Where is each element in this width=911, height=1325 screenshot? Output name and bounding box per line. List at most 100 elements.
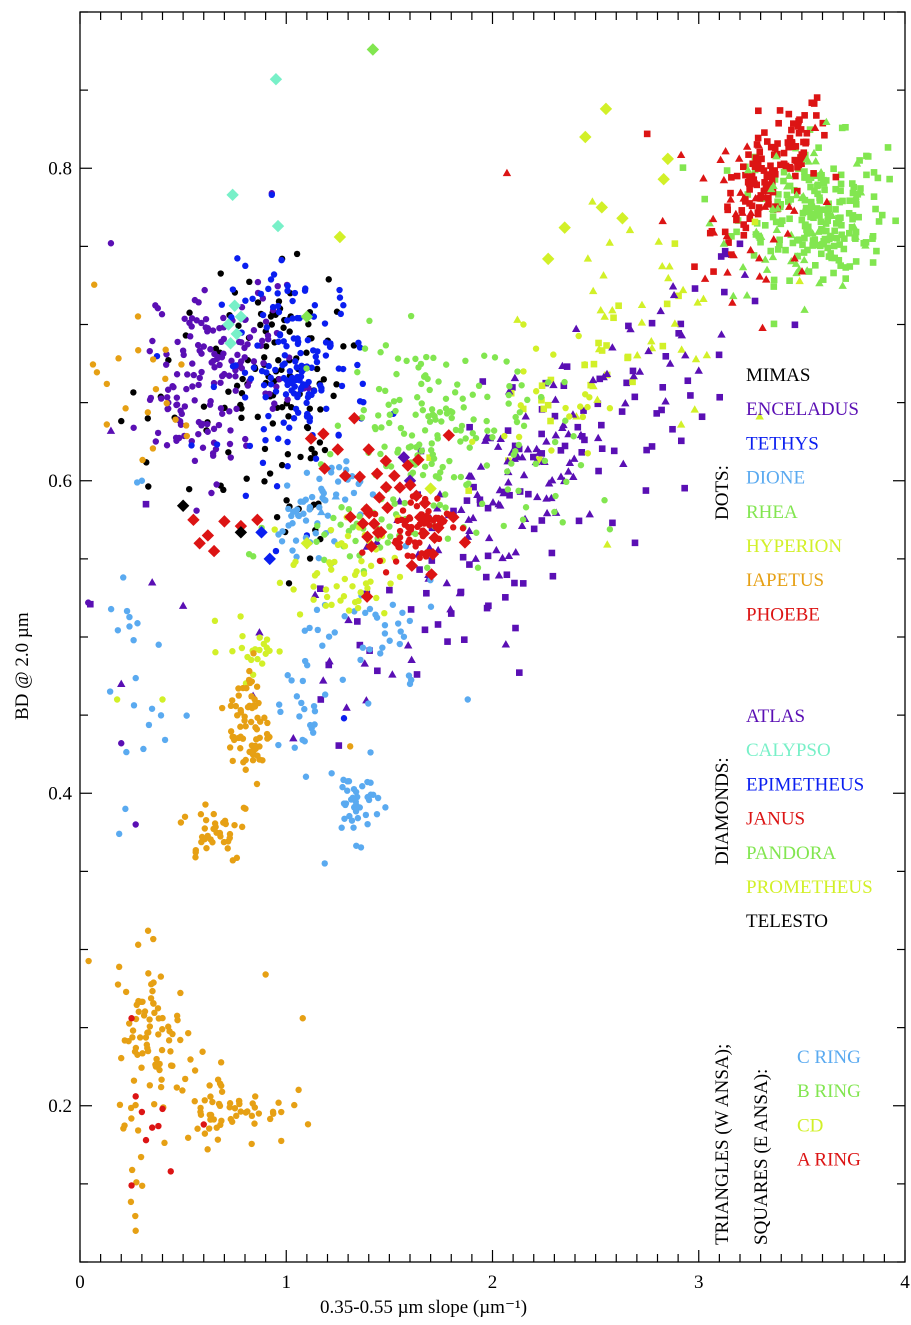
mimas-dot (285, 413, 292, 420)
tethys-dot (318, 384, 325, 392)
rhea-dot (505, 391, 513, 399)
iapetus-dot (179, 1087, 186, 1094)
dione-dot (365, 700, 372, 707)
iapetus-dot (254, 714, 261, 721)
ring-triangle (495, 485, 505, 494)
ring-square (757, 192, 765, 199)
rhea-dot (442, 395, 450, 402)
ring-square (804, 246, 811, 254)
hyperion-dot (584, 450, 592, 457)
rhea-dot (515, 441, 522, 449)
a-ring-triangle (746, 208, 756, 217)
ring-square (623, 379, 630, 387)
ring-triangle (717, 330, 726, 338)
janus-diamond (193, 537, 206, 550)
rhea-dot (436, 501, 444, 509)
dione-dot (348, 473, 356, 480)
ring-triangle (289, 733, 298, 742)
rhea-dot (382, 342, 390, 349)
rhea-dot (427, 446, 435, 454)
rhea-dot (400, 430, 408, 437)
iapetus-dot (291, 1101, 298, 1109)
dione-dot (138, 477, 146, 484)
rhea-dot (424, 375, 431, 383)
tethys-dot (257, 290, 265, 298)
ring-square (421, 626, 429, 634)
legend-heading: SQUARES (E ANSA): (751, 1069, 772, 1245)
ring-square (838, 221, 845, 229)
enceladus-dot (173, 401, 181, 408)
iapetus-dot (139, 998, 146, 1005)
janus-diamond (435, 514, 449, 528)
rhea-dot (412, 355, 419, 363)
ring-square (506, 491, 513, 499)
rhea-dot (563, 478, 570, 486)
ring-square (615, 302, 622, 310)
enceladus-dot (226, 440, 234, 448)
hyperion-dot (337, 597, 344, 604)
iapetus-dot (149, 445, 157, 452)
legend-item-c-ring: C RING (797, 1047, 861, 1068)
rhea-dot (391, 500, 398, 507)
rhea-dot (387, 463, 395, 470)
ring-square (848, 180, 856, 187)
rhea-dot (334, 422, 342, 429)
janus-diamond (318, 462, 331, 475)
iapetus-dot (202, 801, 209, 808)
iapetus-dot (192, 854, 199, 861)
ring-square (813, 94, 821, 101)
enceladus-dot (264, 332, 272, 339)
phoebe-dot (407, 499, 414, 506)
ring-square (590, 360, 598, 368)
rhea-dot (345, 505, 353, 513)
iapetus-dot (201, 825, 208, 832)
hyperion-dot (532, 345, 540, 352)
ring-square (786, 277, 793, 284)
rhea-dot (454, 381, 461, 388)
legend-heading: TRIANGLES (W ANSA); (712, 1044, 733, 1245)
janus-diamond (360, 590, 374, 603)
iapetus-dot (214, 1136, 222, 1143)
ring-triangle (325, 657, 334, 665)
ring-square (764, 172, 772, 180)
hyperion-dot (254, 655, 261, 663)
ring-square (710, 268, 717, 275)
ring-square (740, 221, 747, 228)
enceladus-dot (190, 371, 197, 379)
rhea-dot (518, 382, 525, 389)
dione-dot (318, 485, 325, 493)
iapetus-dot (209, 839, 216, 846)
phoebe-dot (430, 517, 437, 524)
rhea-dot (361, 345, 369, 352)
iapetus-dot (229, 733, 236, 741)
tethys-dot (254, 342, 261, 349)
ring-triangle (446, 605, 455, 613)
hyperion-dot (237, 613, 244, 620)
enceladus-dot (179, 347, 187, 354)
ring-square (841, 235, 848, 242)
ring-triangle (473, 490, 482, 499)
tethys-dot (338, 382, 346, 390)
enceladus-dot (232, 387, 239, 394)
ring-triangle (457, 505, 466, 513)
hyperion-dot (387, 580, 394, 587)
rhea-dot (337, 521, 344, 528)
ring-square (482, 573, 490, 581)
x-tick-label: 4 (900, 1272, 910, 1293)
ring-square (753, 141, 761, 148)
rhea-dot (392, 407, 399, 415)
dione-dot (406, 617, 414, 625)
tethys-dot (262, 393, 269, 401)
ring-square (740, 232, 748, 239)
ring-square (629, 378, 636, 386)
ring-square (544, 401, 552, 409)
hyperion-dot (247, 656, 255, 664)
enceladus-dot (209, 327, 217, 334)
legend-item-epimetheus: EPIMETHEUS (746, 774, 864, 795)
ring-square (817, 218, 825, 226)
ring-square (763, 138, 771, 145)
hyperion-dot (326, 559, 333, 566)
enceladus-dot (196, 374, 203, 382)
ring-square (578, 449, 586, 456)
legend-heading: DIAMONDS: (712, 757, 733, 865)
